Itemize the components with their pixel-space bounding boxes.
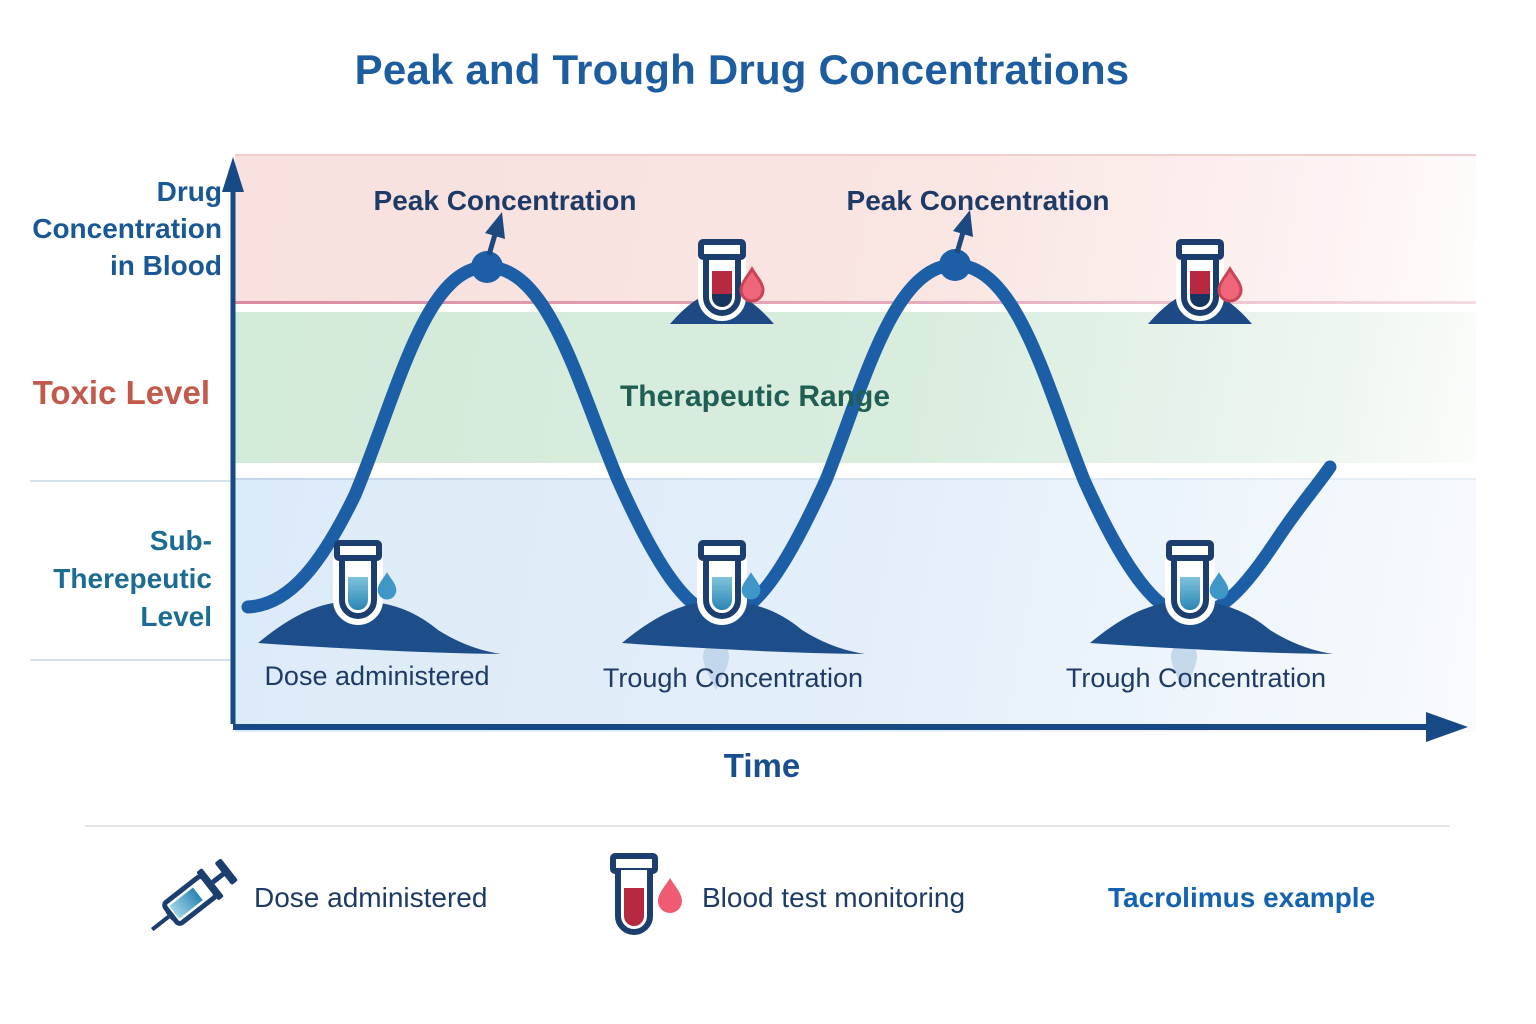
- page-title: Peak and Trough Drug Concentrations: [354, 46, 1130, 93]
- level-divider-line: [30, 659, 233, 661]
- legend-item-blood-test: Blood test monitoring: [606, 850, 965, 946]
- legend-label: Dose administered: [254, 882, 488, 913]
- drop-icon: [741, 572, 761, 600]
- trough-shadow: [703, 643, 729, 690]
- sub-therapeutic-band: [235, 480, 1476, 732]
- y-axis: [222, 157, 244, 724]
- x-axis-arrowhead: [1426, 712, 1468, 742]
- trough-concentration-label: Trough Concentration: [1065, 663, 1327, 693]
- tube-liquid-red: [1190, 271, 1210, 294]
- blood-test-tube-icon: [610, 853, 682, 935]
- trough-shadow: [1171, 643, 1197, 690]
- tube-cap: [334, 540, 382, 561]
- blood-drop-icon: [739, 265, 765, 303]
- sub-therapeutic-level-label: Sub- Therepeutic Level: [53, 525, 212, 632]
- legend-item-example: Tacrolimus example: [1108, 882, 1376, 913]
- blood-test-icon: [670, 239, 774, 324]
- peak-concentration-label: Peak Concentration: [373, 185, 637, 216]
- blood-sample-icon: [258, 540, 501, 654]
- peak-concentration-label: Peak Concentration: [846, 185, 1110, 216]
- blood-sample-icon: [1090, 540, 1333, 654]
- tube-liquid: [1180, 577, 1200, 610]
- legend-item-dose: Dose administered: [140, 850, 487, 946]
- legend-label: Blood test monitoring: [702, 882, 966, 913]
- trough-concentration-label: Trough Concentration: [602, 663, 864, 693]
- dose-administered-label: Dose administered: [264, 661, 490, 691]
- drop-icon: [1209, 572, 1229, 600]
- x-axis-label: Time: [723, 747, 801, 784]
- peak-dot: [471, 251, 503, 283]
- blood-drop-icon: [658, 878, 682, 913]
- tube-liquid: [712, 577, 732, 610]
- tube-liquid-red: [712, 271, 732, 294]
- tube-liquid: [348, 577, 368, 610]
- tube-cap: [698, 239, 746, 260]
- y-axis-label: Drug Concentration in Blood: [32, 176, 222, 281]
- sub-therapeutic-threshold-line: [235, 478, 1476, 480]
- tube-cap: [1176, 239, 1224, 260]
- syringe-icon: [150, 858, 238, 932]
- peak-arrowhead-icon: [485, 212, 505, 239]
- x-axis: [233, 712, 1468, 742]
- peak-marker: [471, 212, 505, 283]
- blood-test-icon: [1148, 239, 1252, 324]
- mound: [622, 602, 865, 654]
- peak-marker: [939, 210, 973, 281]
- tube-cap: [1166, 540, 1214, 561]
- level-divider-line: [30, 480, 233, 482]
- blood-drop-icon: [1217, 265, 1243, 303]
- toxic-threshold-line: [235, 301, 1476, 304]
- toxic-level-label: Toxic Level: [32, 374, 210, 411]
- therapeutic-range-label: Therapeutic Range: [619, 380, 891, 413]
- mound: [258, 602, 501, 654]
- peak-dot: [939, 249, 971, 281]
- legend-separator-line: [85, 825, 1450, 827]
- mound: [1090, 602, 1333, 654]
- peak-arrowhead-icon: [953, 210, 973, 237]
- y-axis-arrowhead: [222, 157, 244, 192]
- tube-cap: [698, 540, 746, 561]
- blood-sample-icon: [622, 540, 865, 654]
- drop-icon: [377, 572, 397, 600]
- toxic-band: [235, 154, 1476, 304]
